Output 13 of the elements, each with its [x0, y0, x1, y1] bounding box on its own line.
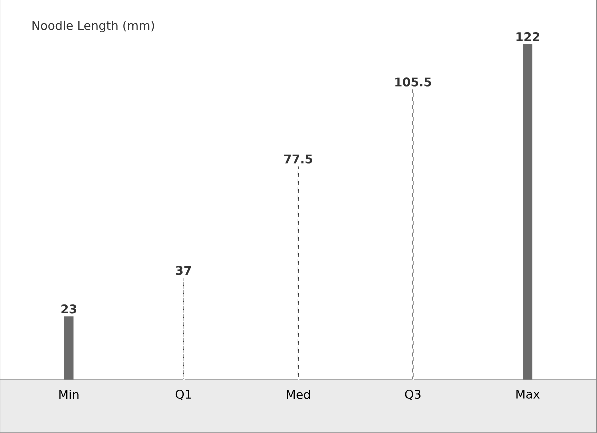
- x-tick-label: Med: [287, 390, 310, 400]
- data-label: 37: [176, 266, 192, 276]
- text: Noodle Length (mm): [32, 20, 154, 32]
- data-label: 105.5: [396, 78, 432, 87]
- x-tick-label: Q3: [405, 390, 421, 400]
- x-tick-label: Max: [516, 390, 540, 399]
- bar: [64, 316, 74, 380]
- bar: [523, 44, 533, 380]
- data-label: 122: [516, 32, 540, 42]
- x-tick-label: Q1: [176, 390, 192, 400]
- data-label: 77.5: [284, 154, 312, 164]
- x-tick-label: Min: [60, 390, 79, 400]
- data-label: 23: [62, 304, 76, 314]
